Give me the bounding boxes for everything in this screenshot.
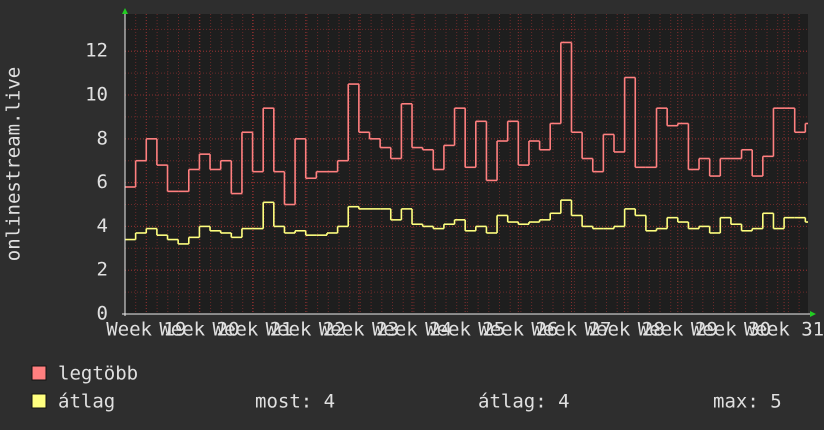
y-tick-label: 0 bbox=[97, 303, 108, 325]
grid bbox=[125, 14, 808, 315]
x-tick-label: Week 27 bbox=[531, 319, 611, 341]
x-tick-label: Week 22 bbox=[266, 319, 346, 341]
x-tick-label: Week 25 bbox=[425, 319, 505, 341]
stat: most: 4 bbox=[255, 391, 335, 413]
y-tick-label: 6 bbox=[97, 171, 108, 193]
x-tick-label: Week 29 bbox=[638, 319, 718, 341]
marks bbox=[125, 41, 808, 245]
plot-area bbox=[125, 14, 808, 314]
y-tick-label: 10 bbox=[85, 84, 108, 106]
legend-label: átlag bbox=[58, 391, 115, 413]
y-tick-label: 2 bbox=[97, 259, 108, 281]
x-tick-label: Week 30 bbox=[691, 319, 771, 341]
x-tick-label: Week 20 bbox=[159, 319, 239, 341]
x-tick-label: Week 31 bbox=[744, 319, 824, 341]
legend-swatch bbox=[31, 393, 47, 409]
x-arrow bbox=[810, 311, 816, 317]
x-tick-label: Week 24 bbox=[372, 319, 452, 341]
legend-swatch bbox=[31, 365, 47, 381]
legend-label: legtöbb bbox=[58, 363, 138, 385]
stat: max: 5 bbox=[713, 391, 782, 413]
x-tick-label: Week 23 bbox=[319, 319, 399, 341]
x-tick-label: Week 21 bbox=[213, 319, 293, 341]
y-axis-label: onlinestream.live bbox=[3, 67, 25, 261]
x-tick-label: Week 28 bbox=[585, 319, 665, 341]
y-tick-label: 12 bbox=[85, 40, 108, 62]
x-tick-label: Week 19 bbox=[106, 319, 186, 341]
y-arrow bbox=[122, 8, 128, 14]
y-tick-label: 4 bbox=[97, 215, 108, 237]
x-tick-label: Week 26 bbox=[478, 319, 558, 341]
stat: átlag: 4 bbox=[478, 391, 570, 413]
y-tick-label: 8 bbox=[97, 127, 108, 149]
